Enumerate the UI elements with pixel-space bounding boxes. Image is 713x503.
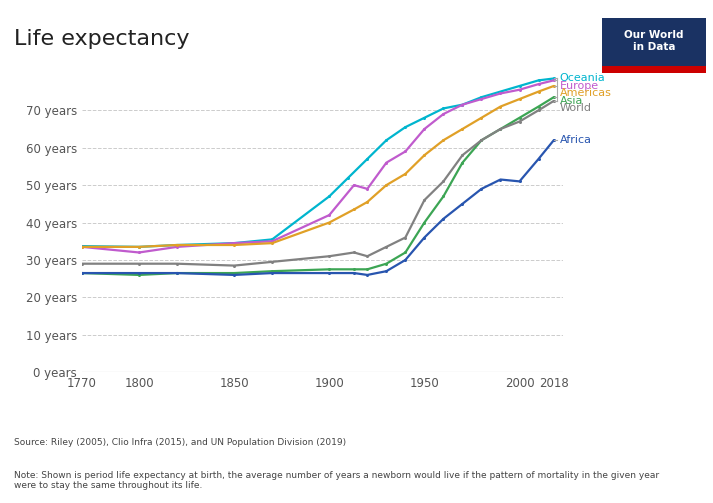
Text: Note: Shown is period life expectancy at birth, the average number of years a ne: Note: Shown is period life expectancy at… <box>14 470 660 490</box>
Text: Europe: Europe <box>560 81 599 91</box>
Text: World: World <box>560 104 592 113</box>
Text: Asia: Asia <box>560 96 583 106</box>
Text: Oceania: Oceania <box>560 73 605 83</box>
Text: Americas: Americas <box>560 89 611 99</box>
Text: Our World
in Data: Our World in Data <box>625 30 684 52</box>
Text: Africa: Africa <box>560 135 592 145</box>
Text: Source: Riley (2005), Clio Infra (2015), and UN Population Division (2019): Source: Riley (2005), Clio Infra (2015),… <box>14 438 347 447</box>
Text: Life expectancy: Life expectancy <box>14 29 190 49</box>
